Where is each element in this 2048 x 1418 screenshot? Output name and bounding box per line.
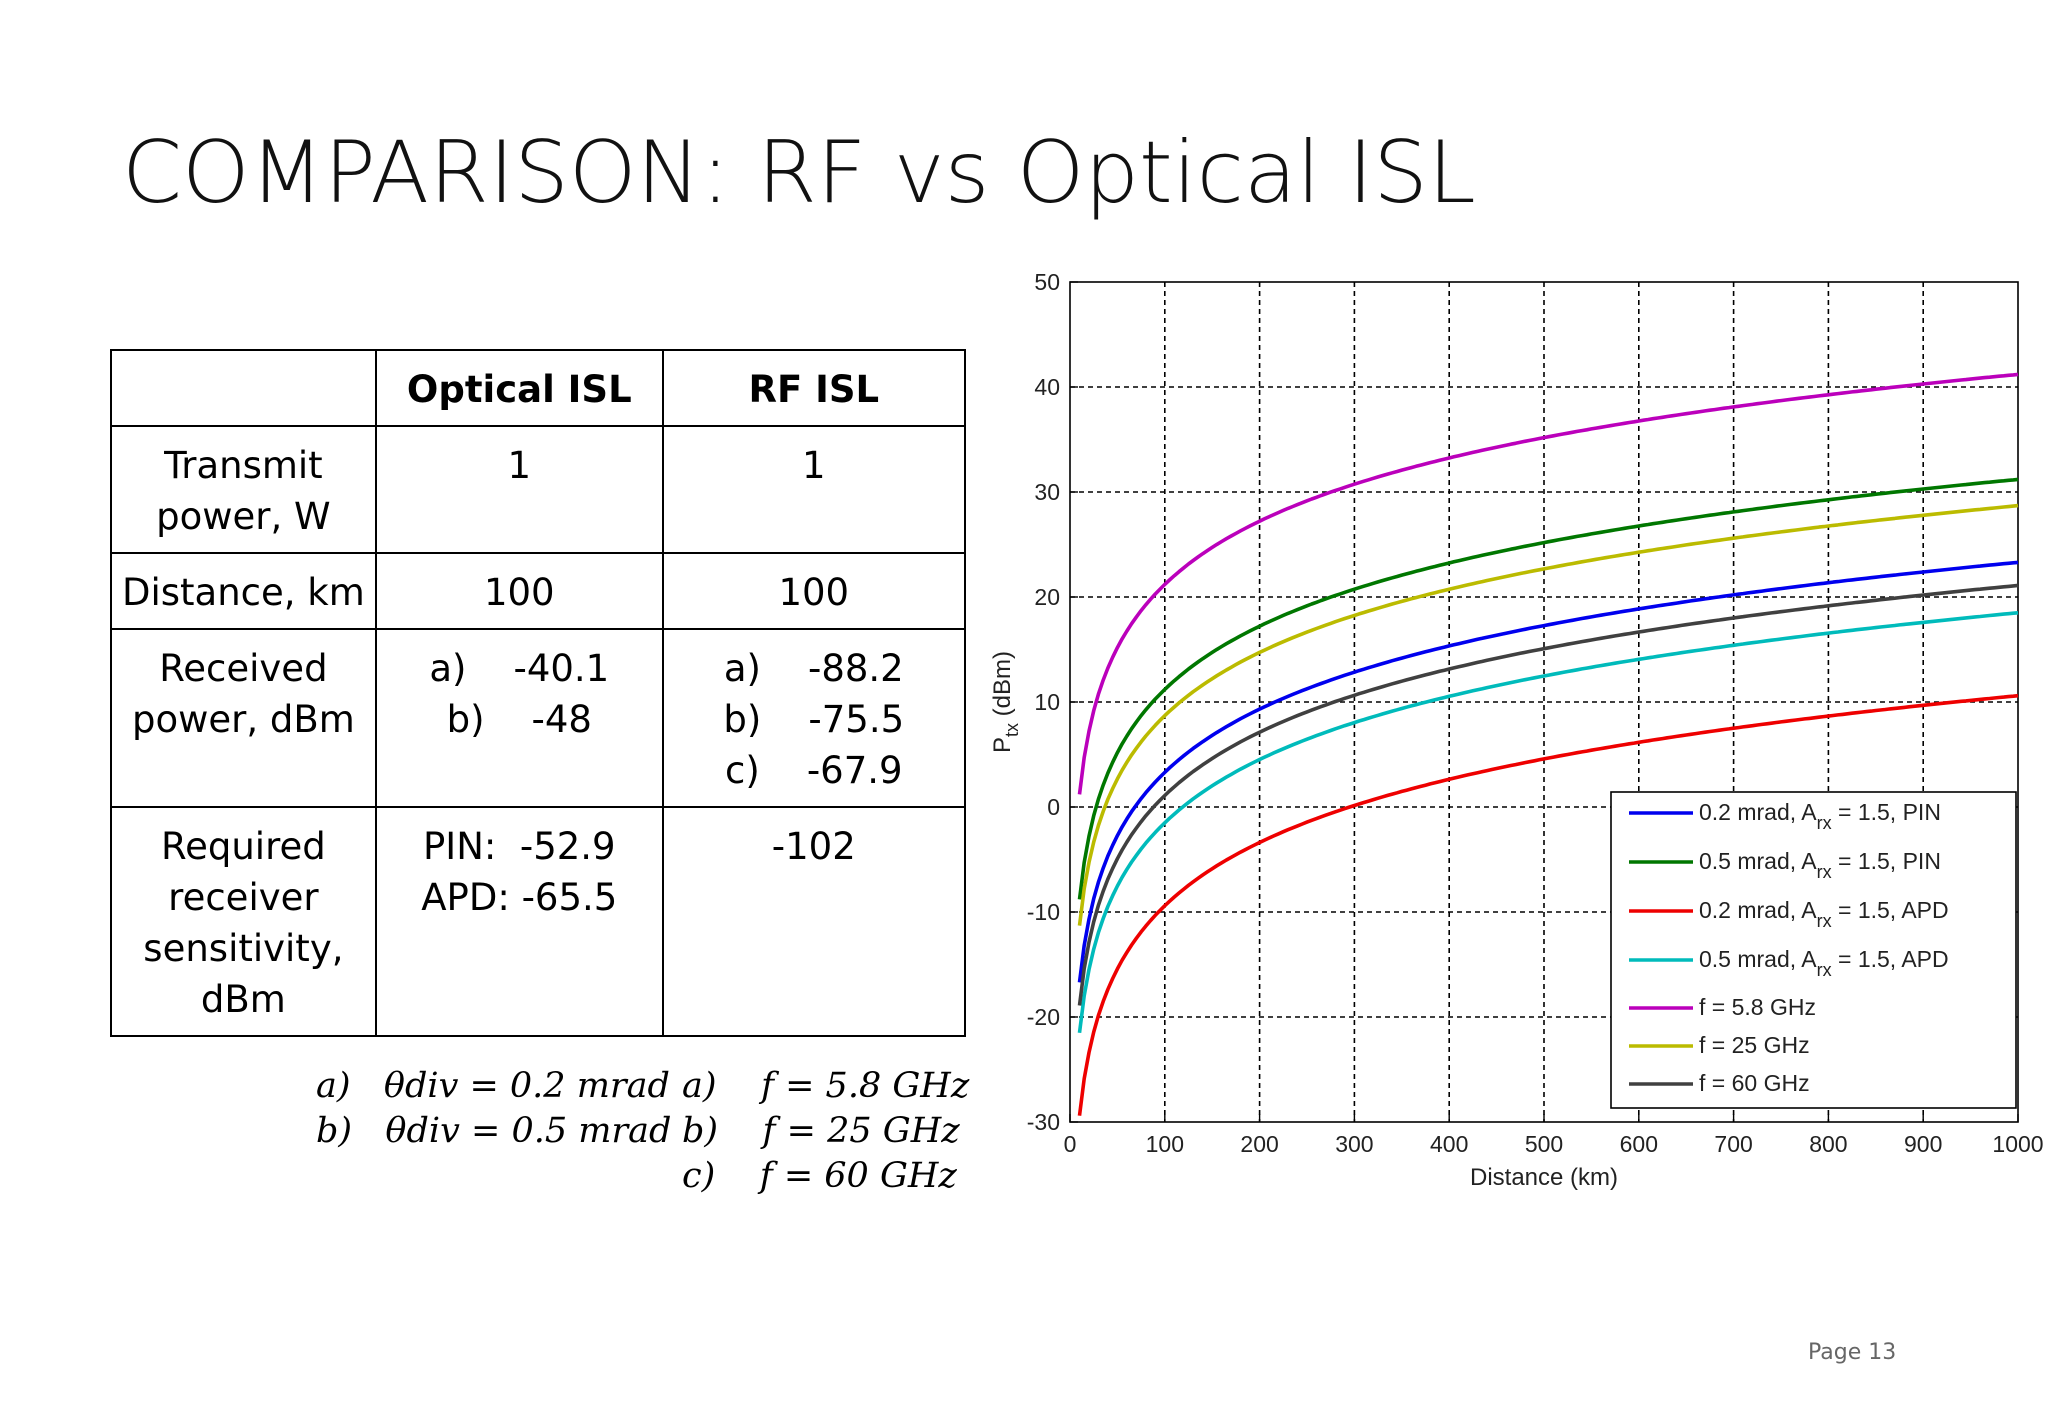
series-line	[1077, 372, 2019, 795]
table-row: Received power, dBm a) -40.1 b) -48 a) -…	[110, 628, 966, 808]
cell-line: a) -40.1	[429, 647, 610, 690]
cell-line: -102	[771, 825, 856, 868]
rf-cell: -102	[661, 806, 966, 1037]
cell-line: c) -67.9	[725, 749, 903, 792]
optical-cell: 100	[374, 552, 664, 630]
cell-line: sensitivity,	[143, 927, 344, 970]
rf-cell: 1	[661, 425, 966, 554]
series-line	[1077, 503, 2019, 926]
cell-line: 1	[802, 444, 826, 487]
rf-cell: a) -88.2 b) -75.5 c) -67.9	[661, 628, 966, 808]
legend-entry: 0.2 mrad, Arx = 1.5, APD	[1699, 897, 1949, 931]
cell-line: receiver	[168, 876, 319, 919]
cell-line: Received	[159, 647, 328, 690]
optical-cell: PIN: -52.9 APD: -65.5	[374, 806, 664, 1037]
legend-entry: f = 25 GHz	[1699, 1032, 1810, 1058]
cell-line: power, W	[156, 495, 331, 538]
cell-line: dBm	[200, 978, 286, 1021]
cell-line: PIN: -52.9	[422, 825, 616, 868]
y-tick-label: -20	[1027, 1004, 1060, 1030]
table-header-cell: RF ISL	[661, 349, 966, 427]
x-tick-label: 700	[1714, 1131, 1752, 1157]
y-tick-label: -30	[1027, 1109, 1060, 1135]
y-tick-label: 10	[1034, 689, 1060, 715]
optical-footnote: a) θdiv = 0.2 mrad	[316, 1066, 670, 1106]
row-label-cell: Transmit power, W	[110, 425, 377, 554]
cell-line: Distance, km	[122, 571, 365, 614]
cell-line: 1	[507, 444, 532, 487]
legend-entry: f = 5.8 GHz	[1699, 994, 1816, 1020]
table-row: Transmit power, W 1 1	[110, 425, 966, 554]
series-line	[1077, 477, 2019, 900]
y-tick-label: 50	[1034, 269, 1060, 295]
table-header-cell: Optical ISL	[374, 349, 664, 427]
x-tick-label: 400	[1430, 1131, 1468, 1157]
x-tick-label: 0	[1064, 1131, 1077, 1157]
y-tick-label: 30	[1034, 479, 1060, 505]
y-tick-label: 20	[1034, 584, 1060, 610]
x-axis-label: Distance (km)	[1470, 1164, 1618, 1191]
series-line	[1077, 560, 2019, 983]
table-row: Required receiver sensitivity, dBm PIN: …	[110, 806, 966, 1037]
x-tick-label: 300	[1335, 1131, 1373, 1157]
cell-line: 100	[483, 571, 555, 614]
legend-entry: 0.5 mrad, Arx = 1.5, APD	[1699, 946, 1949, 980]
cell-line: Required	[161, 825, 326, 868]
rf-cell: 100	[661, 552, 966, 630]
table-header-cell	[110, 349, 377, 427]
series-line	[1077, 583, 2019, 1006]
legend-entry: 0.2 mrad, Arx = 1.5, PIN	[1699, 799, 1941, 833]
optical-footnote: b) θdiv = 0.5 mrad	[316, 1111, 672, 1151]
ptx-vs-distance-chart: 0 100 200 300 400 500 600 700 800 900 1000-30-20-1…	[989, 269, 2044, 1191]
x-tick-label: 500	[1525, 1131, 1563, 1157]
rf-footnote: a) f = 5.8 GHz	[682, 1066, 970, 1106]
cell-line: a) -88.2	[723, 647, 904, 690]
comparison-table: Optical ISL RF ISL Transmit power, W 1 1…	[110, 349, 966, 1037]
x-tick-label: 200	[1240, 1131, 1278, 1157]
cell-line: 100	[778, 571, 850, 614]
x-tick-label: 600	[1620, 1131, 1658, 1157]
cell-line: power, dBm	[131, 698, 355, 741]
slide-title: COMPARISON: RF vs Optical ISL	[122, 123, 1476, 223]
cell-line: APD: -65.5	[421, 876, 618, 919]
x-tick-label: 800	[1809, 1131, 1847, 1157]
y-tick-label: 0	[1047, 794, 1060, 820]
rf-footnote: c) f = 60 GHz	[682, 1156, 957, 1196]
y-axis-label: Ptx (dBm)	[989, 651, 1022, 753]
x-tick-label: 100	[1146, 1131, 1184, 1157]
row-label-cell: Required receiver sensitivity, dBm	[110, 806, 377, 1037]
page-number: Page 13	[1808, 1340, 1897, 1365]
cell-line: b) -48	[446, 698, 592, 741]
series-line	[1077, 693, 2019, 1116]
row-label-cell: Received power, dBm	[110, 628, 377, 808]
table-header-row: Optical ISL RF ISL	[110, 349, 966, 427]
row-label-cell: Distance, km	[110, 552, 377, 630]
cell-line: Transmit	[164, 444, 323, 487]
legend-box	[1610, 791, 2017, 1109]
rf-footnote: b) f = 25 GHz	[682, 1111, 960, 1151]
table-row: Distance, km 100 100	[110, 552, 966, 630]
cell-line: b) -75.5	[723, 698, 905, 741]
series-line	[1077, 611, 2019, 1034]
legend-entry: f = 60 GHz	[1699, 1070, 1810, 1096]
optical-cell: 1	[374, 425, 664, 554]
y-tick-label: 40	[1034, 374, 1060, 400]
y-tick-label: -10	[1027, 899, 1060, 925]
x-tick-label: 1000	[1992, 1131, 2043, 1157]
optical-cell: a) -40.1 b) -48	[374, 628, 664, 808]
x-tick-label: 900	[1904, 1131, 1942, 1157]
legend-entry: 0.5 mrad, Arx = 1.5, PIN	[1699, 848, 1941, 882]
